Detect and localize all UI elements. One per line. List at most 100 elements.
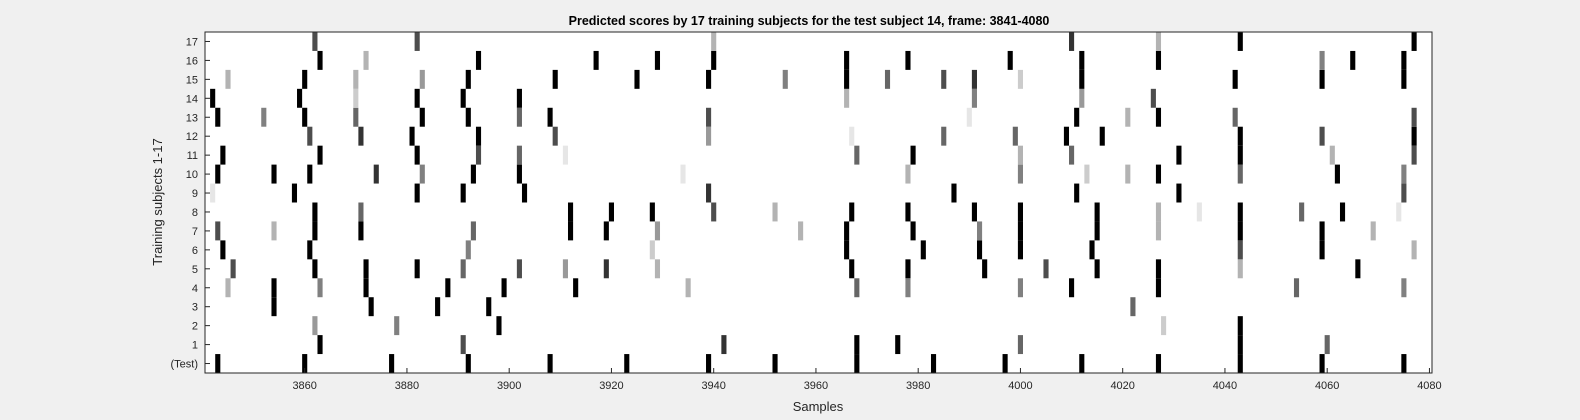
x-tick-label: 3900 [497,380,521,392]
heatmap-cell [486,297,492,317]
y-tick-label: 2 [192,321,198,333]
heatmap-cell [1176,183,1182,203]
heatmap-cell [302,69,308,89]
heatmap-cell [573,278,579,298]
heatmap-cell [1237,145,1243,165]
heatmap-cell [1155,259,1162,279]
heatmap-cell [358,221,364,241]
chart-title: Predicted scores by 17 training subjects… [569,14,1050,28]
heatmap-cell [291,183,298,203]
heatmap-cell [414,259,420,279]
heatmap-cell [854,145,860,165]
heatmap-cell [465,240,471,260]
heatmap-cell [711,32,717,51]
heatmap-cell [307,126,313,146]
heatmap-cell [465,107,471,127]
heatmap-cell [1334,164,1340,184]
heatmap-cell [312,221,318,241]
heatmap-cell [312,202,318,222]
heatmap-cell [895,335,901,355]
heatmap-cell [1094,202,1100,222]
heatmap-cell [1069,145,1075,165]
heatmap-cell [210,88,216,108]
heatmap-cell [414,145,420,165]
heatmap-cell [1401,69,1407,89]
x-tick-label: 3940 [701,380,725,392]
heatmap-cell [706,183,712,203]
heatmap-cell [1237,335,1243,355]
heatmap-cell [1155,278,1162,298]
y-tick-label: 15 [186,74,198,86]
heatmap-cell [1125,107,1131,127]
heatmap-cell [971,202,977,222]
heatmap-cell [562,259,568,279]
heatmap-cell [516,88,522,108]
heatmap-cell [1237,354,1243,373]
heatmap-cell [307,240,313,260]
heatmap-cell [1411,240,1417,260]
heatmap-cell [460,259,466,279]
heatmap-cell [854,354,860,373]
heatmap-cell [317,50,323,70]
heatmap-cell [1370,221,1376,241]
heatmap-cell [844,88,850,108]
y-tick-label: 3 [192,302,198,314]
heatmap-cell [654,259,661,279]
heatmap-cell [363,259,369,279]
heatmap-cell [593,50,599,70]
heatmap-cell [624,354,630,373]
heatmap-cell [1401,183,1407,203]
x-axis-label: Samples [793,399,844,414]
heatmap-cell [1237,164,1243,184]
heatmap-cell [1237,221,1243,241]
heatmap-cell [475,145,482,165]
heatmap-cell [905,164,911,184]
heatmap-cell [966,107,972,127]
heatmap-cell [1155,202,1162,222]
heatmap-cell [1017,145,1023,165]
heatmap-cell [312,32,318,51]
heatmap-cell [844,69,850,89]
heatmap-cell [721,335,727,355]
heatmap-cell [1401,354,1407,373]
heatmap-cell [941,126,947,146]
heatmap-cell [547,107,553,127]
heatmap-cell [854,278,860,298]
heatmap-cell [654,221,661,241]
heatmap-cell [261,107,267,127]
heatmap-cell [389,354,395,373]
heatmap-cell [844,240,850,260]
heatmap-cell [475,50,482,70]
heatmap-cell [951,183,957,203]
heatmap-cell [1155,164,1162,184]
heatmap-cell [603,259,609,279]
heatmap-cell [1099,126,1105,146]
heatmap-cell [1319,126,1325,146]
x-tick-label: 4080 [1417,380,1441,392]
heatmap-cell [1237,240,1243,260]
heatmap-cell [1155,107,1162,127]
heatmap-cell [215,107,221,127]
heatmap-cell [1017,202,1023,222]
heatmap-cell [849,259,855,279]
heatmap-cell [547,354,553,373]
heatmap-cell [884,69,891,89]
heatmap-cell [905,202,911,222]
heatmap-cell [910,145,916,165]
heatmap-cell [317,145,323,165]
heatmap-cell [941,69,947,89]
heatmap-cell [475,126,482,146]
heatmap-cell [496,316,502,336]
heatmap-cell [465,69,471,89]
heatmap-cell [1079,69,1085,89]
heatmap-cell [419,107,425,127]
heatmap-cell [1411,126,1417,146]
y-tick-label: 8 [192,207,198,219]
heatmap-cell [1017,221,1023,241]
heatmap-cell [603,221,609,241]
heatmap-cell [353,88,359,108]
heatmap-cell [271,278,277,298]
x-tick-label: 4000 [1008,380,1032,392]
x-tick-label: 3960 [804,380,828,392]
